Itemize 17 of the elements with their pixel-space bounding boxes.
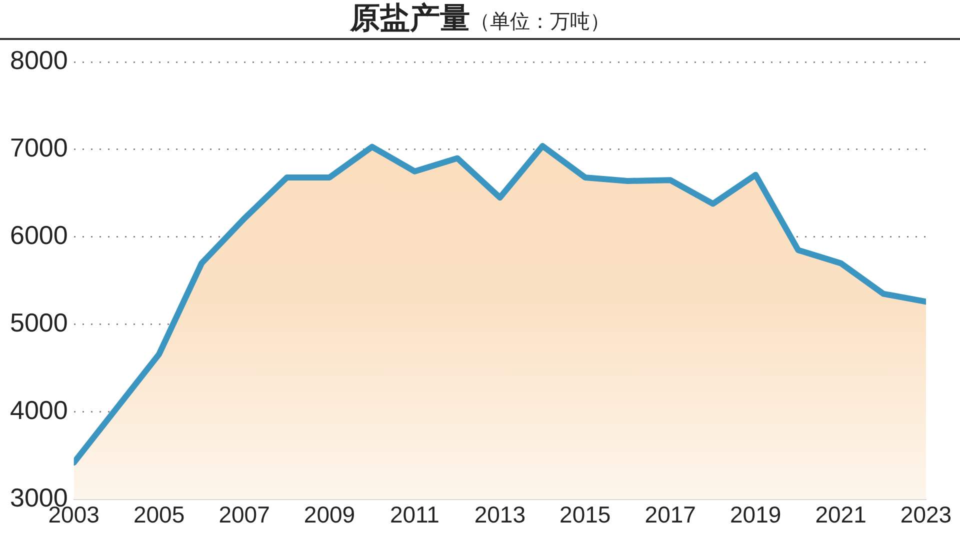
- x-tick-label: 2015: [560, 502, 611, 528]
- x-tick-label: 2011: [390, 502, 440, 528]
- x-tick-label: 2007: [218, 502, 270, 528]
- x-tick-label: 2019: [730, 502, 782, 528]
- chart-title: 原盐产量: [350, 1, 470, 36]
- chart-subtitle: （单位：万吨）: [470, 9, 610, 33]
- y-tick-label: 4000: [10, 395, 68, 426]
- y-tick-label: 8000: [10, 45, 68, 76]
- x-tick-label: 2013: [474, 502, 526, 528]
- y-tick-label: 6000: [10, 220, 68, 250]
- x-tick-label: 2005: [133, 502, 185, 528]
- x-tick-label: 2021: [815, 502, 866, 528]
- x-tick-label: 2009: [304, 502, 356, 528]
- x-tick-label: 2017: [644, 502, 696, 528]
- y-tick-label: 7000: [10, 132, 68, 163]
- y-tick-label: 5000: [10, 308, 68, 338]
- x-tick-label: 2023: [900, 502, 952, 528]
